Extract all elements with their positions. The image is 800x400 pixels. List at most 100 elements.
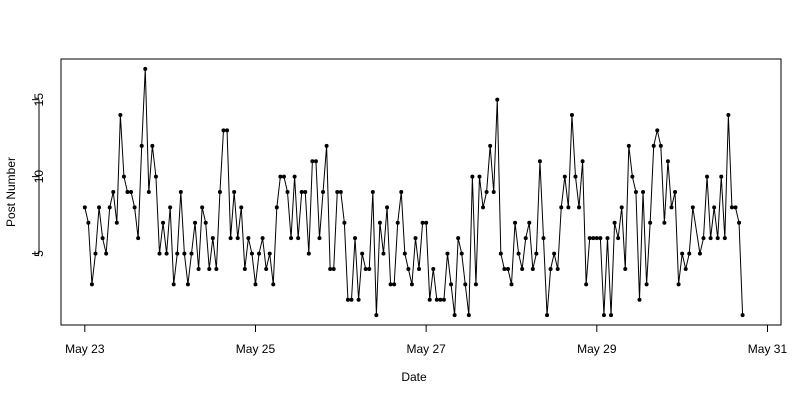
data-point <box>406 266 411 271</box>
data-point <box>193 220 198 225</box>
data-point <box>360 251 365 256</box>
data-point <box>328 266 333 271</box>
data-point <box>687 251 692 256</box>
data-point <box>431 266 436 271</box>
data-point <box>623 266 628 271</box>
data-point <box>82 205 87 210</box>
data-point <box>605 236 610 241</box>
data-point <box>203 220 208 225</box>
data-point <box>424 220 429 225</box>
data-point <box>534 251 539 256</box>
data-point <box>228 236 233 241</box>
data-point <box>374 313 379 318</box>
data-point <box>477 174 482 179</box>
data-point <box>171 282 176 287</box>
data-point <box>257 251 262 256</box>
data-point <box>342 220 347 225</box>
data-point <box>349 297 354 302</box>
data-point <box>210 236 215 241</box>
data-point <box>200 205 205 210</box>
data-point <box>274 205 279 210</box>
data-point <box>669 205 674 210</box>
data-point <box>633 190 638 194</box>
data-point <box>89 282 94 287</box>
data-point <box>449 282 454 287</box>
data-point <box>516 251 521 256</box>
data-point <box>182 251 187 256</box>
data-point <box>97 205 102 210</box>
data-point <box>733 205 738 210</box>
data-point <box>662 220 667 225</box>
data-point <box>641 190 646 194</box>
data-point <box>648 220 653 225</box>
data-point <box>392 282 397 287</box>
data-point <box>719 174 724 179</box>
x-tick-label: May 27 <box>406 342 446 356</box>
data-point <box>548 266 553 271</box>
data-point <box>676 282 681 287</box>
data-point <box>523 236 528 241</box>
data-point <box>185 282 190 287</box>
data-point <box>705 174 710 179</box>
data-point <box>292 174 297 179</box>
data-point <box>281 174 286 179</box>
data-point <box>129 190 134 194</box>
x-tick-label: May 29 <box>577 342 617 356</box>
data-point <box>673 190 678 194</box>
data-point <box>413 236 418 241</box>
data-point <box>310 159 315 164</box>
data-point <box>566 205 571 210</box>
data-point <box>381 251 386 256</box>
data-point <box>427 297 432 302</box>
data-point <box>729 205 734 210</box>
data-point <box>253 282 258 287</box>
data-point <box>584 282 589 287</box>
data-point <box>545 313 550 318</box>
data-point <box>587 236 592 241</box>
data-point <box>207 266 212 271</box>
data-point <box>264 266 269 271</box>
data-point <box>598 236 603 241</box>
data-point <box>626 143 631 148</box>
data-point <box>463 282 468 287</box>
data-point <box>331 266 336 271</box>
data-point <box>722 236 727 241</box>
data-point <box>139 143 144 148</box>
data-point <box>484 190 489 194</box>
data-point <box>249 251 254 256</box>
data-point <box>559 205 564 210</box>
data-point <box>132 205 137 210</box>
data-point <box>385 205 390 210</box>
data-point <box>697 251 702 256</box>
data-point <box>630 174 635 179</box>
data-point <box>459 251 464 256</box>
data-point <box>86 220 91 225</box>
data-point <box>712 205 717 210</box>
data-point <box>644 282 649 287</box>
data-point <box>363 266 368 271</box>
data-point <box>495 97 500 102</box>
data-point <box>498 251 503 256</box>
data-point <box>708 236 713 241</box>
data-point <box>271 282 276 287</box>
data-point <box>345 297 350 302</box>
data-point <box>481 205 486 210</box>
data-point <box>217 190 222 194</box>
data-point <box>505 266 510 271</box>
data-point <box>239 205 244 210</box>
data-point <box>153 174 158 179</box>
x-tick-label: May 31 <box>748 342 788 356</box>
data-point <box>324 143 329 148</box>
y-tick-label: 5 <box>32 250 46 257</box>
y-tick-label: 15 <box>32 93 46 107</box>
data-point <box>569 113 574 118</box>
data-point <box>114 220 119 225</box>
data-point <box>420 220 425 225</box>
data-point <box>321 190 326 194</box>
data-point <box>356 297 361 302</box>
data-point <box>740 313 745 318</box>
data-point <box>260 236 265 241</box>
data-point <box>232 190 237 194</box>
data-point <box>246 236 251 241</box>
